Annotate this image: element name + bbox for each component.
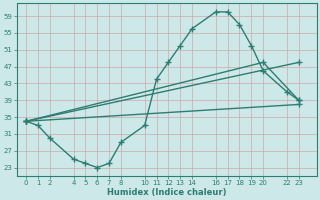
X-axis label: Humidex (Indice chaleur): Humidex (Indice chaleur) <box>107 188 226 197</box>
